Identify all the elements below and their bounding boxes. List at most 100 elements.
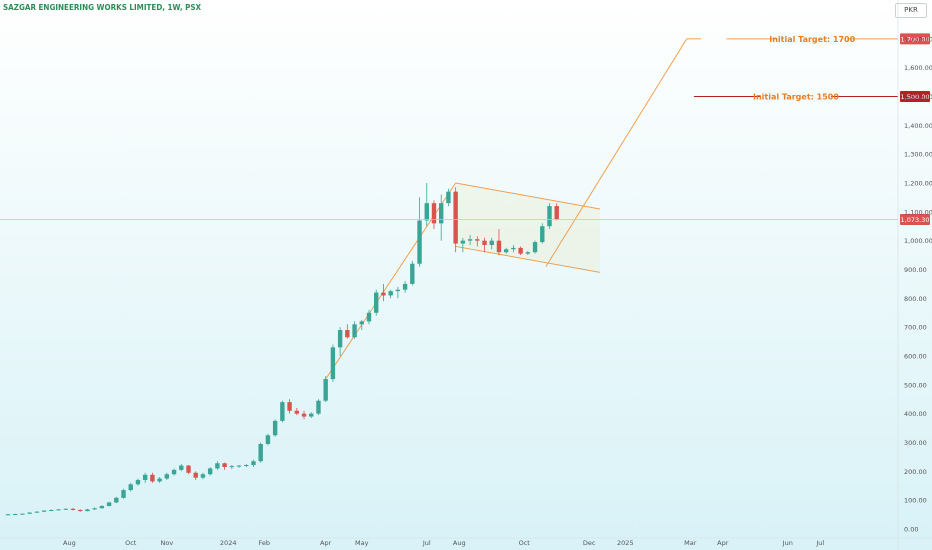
candle-body — [258, 443, 263, 462]
time-tick-label: 2024 — [220, 539, 237, 547]
candle-body — [207, 468, 213, 475]
candle-body — [5, 514, 11, 516]
candle-body — [99, 505, 105, 509]
candle-body — [489, 240, 494, 245]
candle-body — [330, 347, 336, 380]
target-price-tag — [900, 91, 930, 102]
time-tick-label: 2025 — [617, 539, 634, 547]
candle-body — [142, 474, 148, 480]
candle-body — [63, 508, 68, 510]
candle-body — [374, 292, 379, 313]
candle-body — [424, 203, 429, 221]
candle-body — [78, 509, 83, 512]
candle-body — [402, 283, 408, 290]
time-tick-label: Mar — [684, 539, 697, 547]
candle-body — [554, 206, 559, 220]
price-tick-label: 1,000.00 — [904, 237, 932, 245]
candle-body — [272, 420, 278, 436]
flag-upper-line — [455, 182, 601, 210]
candle-body — [359, 321, 364, 325]
annotation-layer: 1,073.30 Initial Target: 1500 1,500.00 Init… — [0, 32, 930, 226]
time-axis: Aug Oct Nov 2024 Feb Apr May Jul Aug Oct Dec 2025 Ma… — [63, 539, 824, 547]
candle-body — [366, 312, 372, 322]
candle-body — [410, 263, 415, 284]
time-tick-label: Apr — [320, 539, 332, 547]
candle-body — [453, 191, 458, 244]
flag-channel-fill — [455, 183, 601, 273]
candle-body — [265, 435, 271, 444]
candle-body — [70, 508, 76, 510]
target-price-label: 1,700.00 — [901, 35, 930, 43]
time-tick-label: Nov — [160, 539, 173, 547]
price-tick-label: 200.00 — [904, 468, 927, 476]
candle-body — [280, 402, 285, 421]
candle-body — [309, 413, 314, 417]
candle-body — [92, 508, 97, 510]
chart-title: SAZGAR ENGINEERING WORKS LIMITED, 1W, PS… — [3, 3, 202, 12]
target-label: Initial Target: 1700 — [769, 35, 855, 44]
price-tick-label: 1,200.00 — [904, 180, 932, 188]
candle-body — [150, 474, 155, 482]
candle-body — [532, 242, 538, 253]
price-tick-label: 700.00 — [904, 324, 927, 332]
candle-body — [467, 239, 473, 241]
candle-body — [301, 413, 307, 417]
candle-body — [439, 203, 444, 224]
candle-body — [316, 400, 321, 414]
candles-layer — [5, 183, 559, 516]
candle-body — [518, 247, 523, 254]
candle-body — [56, 509, 61, 511]
candle-body — [215, 463, 220, 469]
candle-body — [503, 249, 509, 253]
currency-selector[interactable]: PKR — [895, 3, 927, 18]
candle-body — [164, 474, 170, 479]
candle-body — [388, 291, 393, 296]
price-tick-label: 300.00 — [904, 439, 927, 447]
candle-body — [482, 240, 487, 245]
time-tick-label: Oct — [519, 539, 531, 547]
candle-body — [251, 461, 256, 465]
candle-body — [135, 479, 141, 485]
candle-body — [106, 502, 112, 506]
time-tick-label: Jul — [422, 539, 431, 547]
price-tick-label: 1,100.00 — [904, 208, 932, 216]
candle-body — [179, 465, 184, 470]
price-tick-label: 1,600.00 — [904, 64, 932, 72]
candle-body — [496, 240, 502, 253]
candle-body — [323, 379, 328, 401]
pattern-layer — [325, 38, 702, 380]
price-tick-label: 1,400.00 — [904, 122, 932, 130]
candle-body — [287, 402, 292, 411]
candle-body — [431, 203, 437, 224]
price-tick-label: 100.00 — [904, 497, 927, 505]
target-price-tag — [900, 33, 930, 45]
target-label-bg — [777, 32, 848, 45]
candle-body — [222, 463, 227, 468]
time-tick-label: Dec — [583, 539, 596, 547]
current-price-tag — [900, 214, 930, 226]
price-tick-label: 600.00 — [904, 353, 927, 361]
time-tick-label: Feb — [259, 539, 271, 547]
time-tick-label: Jul — [815, 539, 824, 547]
candle-body — [157, 478, 162, 482]
candle-body — [114, 497, 119, 503]
candle-body — [525, 252, 531, 254]
candle-body — [27, 512, 32, 514]
candle-body — [460, 240, 466, 244]
current-price-label: 1,073.30 — [901, 216, 930, 224]
candle-body — [345, 330, 350, 338]
candle-body — [20, 513, 25, 515]
candle-body — [244, 464, 249, 466]
price-tick-label: 500.00 — [904, 381, 927, 389]
candle-body — [511, 247, 516, 250]
candle-body — [34, 511, 40, 513]
price-tick-label: 1,500.00 — [904, 93, 932, 101]
candle-body — [352, 324, 357, 338]
candle-body — [49, 509, 54, 511]
candle-body — [171, 469, 177, 475]
candle-body — [85, 509, 90, 512]
candle-body — [229, 466, 235, 468]
candle-body — [417, 220, 422, 264]
candle-body — [121, 490, 126, 498]
